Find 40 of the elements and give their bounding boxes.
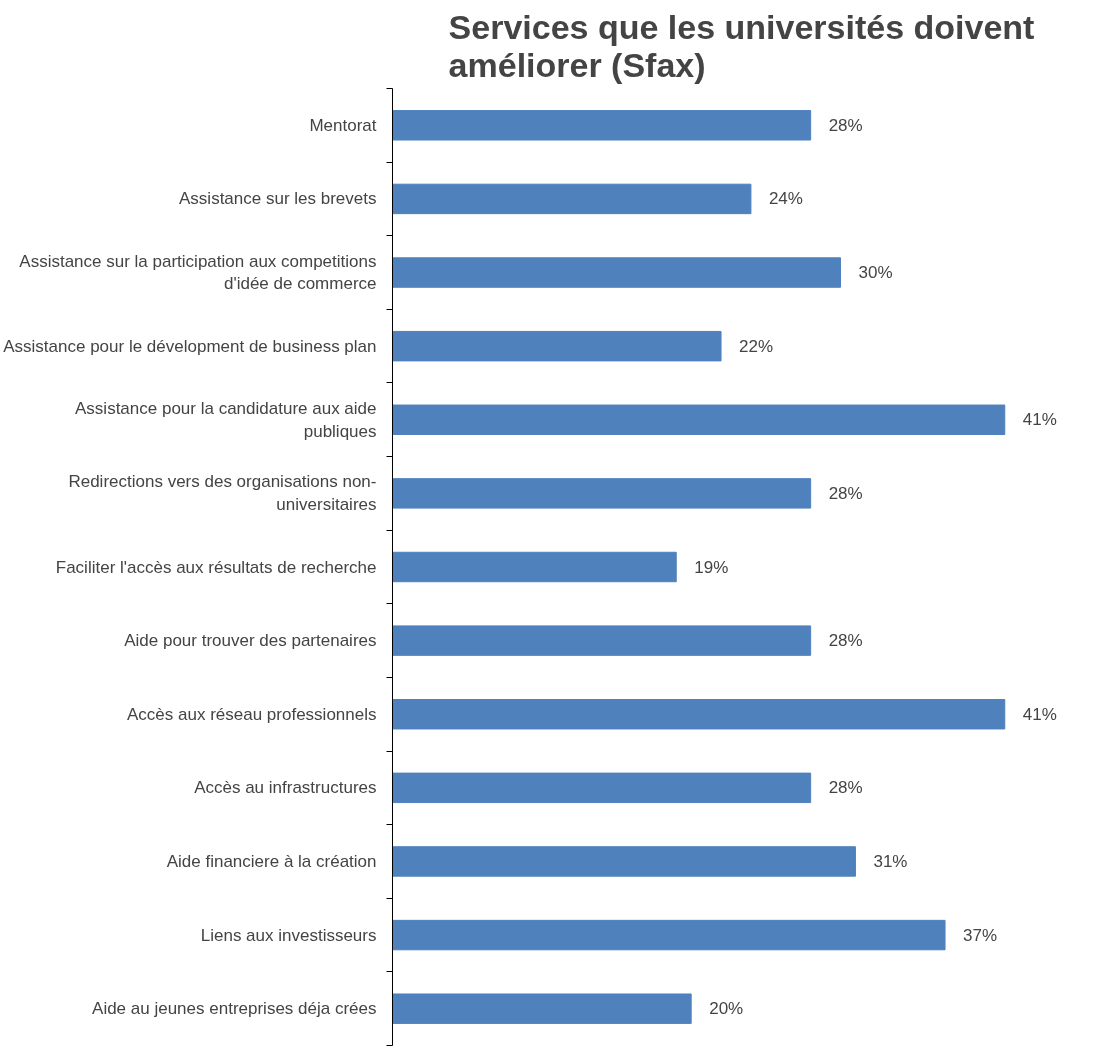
data-label: 41%	[1022, 410, 1057, 430]
y-tick-label: Liens aux investisseurs	[200, 925, 377, 945]
data-label: 30%	[858, 263, 893, 283]
bar	[392, 699, 1006, 730]
chart-title: Services que les universités doivent améliorer (Sfax)	[448, 7, 1035, 84]
bar	[392, 772, 812, 804]
data-label: 28%	[828, 631, 863, 651]
bar	[392, 110, 812, 141]
bar	[392, 183, 752, 215]
y-tick-label: Aide pour trouver des partenaires	[124, 631, 377, 651]
data-label: 37%	[963, 925, 998, 945]
y-tick-label: Redirections vers des organisations non- universitaires	[68, 472, 377, 515]
bar	[392, 551, 677, 583]
data-label: 20%	[709, 999, 744, 1019]
data-label: 28%	[828, 778, 863, 798]
y-tick-label: Assistance pour la candidature aux aide publiques	[75, 398, 377, 441]
bar	[392, 625, 812, 656]
data-label: 24%	[768, 189, 803, 209]
data-label: 31%	[873, 851, 908, 871]
bar	[392, 846, 856, 877]
y-tick-label: Aide au jeunes entreprises déja crées	[92, 999, 377, 1019]
y-tick-label: Assistance pour le dévelopment de business plan	[3, 336, 377, 356]
data-label: 28%	[828, 115, 863, 135]
y-tick-label: Mentorat	[309, 115, 377, 135]
y-tick-label: Faciliter l'accès aux résultats de recherche	[55, 557, 377, 577]
y-tick-label: Assistance sur la participation aux competitions d'idée de commerce	[19, 251, 377, 294]
bar	[392, 919, 946, 951]
bar	[392, 330, 722, 362]
data-label: 41%	[1022, 704, 1057, 724]
data-label: 22%	[739, 336, 774, 356]
bar	[392, 404, 1006, 435]
y-tick-label: Accès aux réseau professionnels	[127, 704, 377, 724]
y-tick-label: Accès au infrastructures	[194, 778, 377, 798]
bar	[392, 257, 842, 288]
y-tick-label: Aide financiere à la création	[166, 851, 377, 871]
data-label: 19%	[694, 557, 729, 577]
bar	[392, 478, 812, 509]
data-label: 28%	[828, 483, 863, 503]
bar	[392, 993, 692, 1024]
y-tick-label: Assistance sur les brevets	[179, 189, 377, 209]
